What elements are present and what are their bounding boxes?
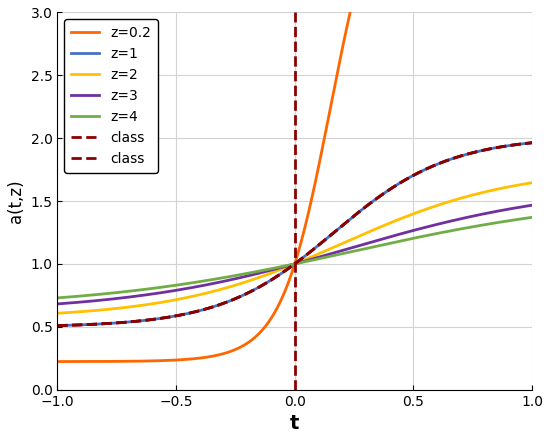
class: [515, 142, 521, 147]
class: [272, 275, 279, 280]
z=2: [515, 183, 521, 188]
z=1: [78, 322, 85, 327]
class: [272, 275, 279, 280]
z=1: [428, 164, 435, 169]
z=1: [515, 142, 521, 147]
z=3: [529, 202, 535, 208]
class: [515, 142, 521, 147]
z=1: [529, 140, 535, 145]
z=2: [272, 269, 279, 274]
class: [78, 322, 85, 327]
class: [428, 164, 435, 169]
z=0.2: [78, 359, 85, 364]
z=2: [529, 180, 535, 185]
class: [285, 266, 292, 271]
z=0.2: [285, 280, 292, 286]
z=3: [285, 263, 292, 268]
z=0.2: [272, 308, 279, 313]
z=3: [272, 266, 279, 271]
z=3: [428, 223, 435, 228]
z=1: [285, 266, 292, 271]
Line: z=2: z=2: [57, 183, 532, 313]
z=3: [515, 205, 521, 210]
z=4: [515, 217, 521, 222]
class: [78, 322, 85, 327]
class: [285, 266, 292, 271]
z=4: [515, 216, 521, 222]
Legend: z=0.2, z=1, z=2, z=3, z=4, class, class: z=0.2, z=1, z=2, z=3, z=4, class, class: [64, 19, 158, 173]
Y-axis label: a(t,z): a(t,z): [7, 179, 25, 223]
z=4: [428, 232, 435, 237]
class: [428, 164, 435, 169]
z=1: [515, 142, 521, 147]
z=1: [54, 323, 60, 328]
z=2: [515, 183, 521, 188]
Line: z=4: z=4: [57, 217, 532, 298]
z=4: [54, 295, 60, 301]
z=2: [78, 309, 85, 314]
z=2: [428, 205, 435, 210]
class: [54, 323, 60, 328]
z=3: [54, 301, 60, 307]
z=2: [285, 264, 292, 269]
z=1: [272, 275, 279, 280]
z=4: [272, 265, 279, 271]
Line: z=3: z=3: [57, 205, 532, 304]
Line: class: class: [57, 143, 532, 326]
z=2: [54, 311, 60, 316]
class: [529, 140, 535, 145]
X-axis label: t: t: [290, 414, 299, 433]
z=3: [78, 299, 85, 304]
class: [515, 142, 521, 147]
Line: z=0.2: z=0.2: [57, 0, 532, 362]
class: [515, 142, 521, 147]
z=0.2: [54, 359, 60, 364]
z=4: [285, 263, 292, 268]
Line: class: class: [57, 143, 532, 326]
z=4: [78, 293, 85, 299]
class: [529, 140, 535, 145]
z=3: [515, 205, 521, 210]
z=4: [529, 215, 535, 220]
class: [54, 323, 60, 328]
Line: z=1: z=1: [57, 143, 532, 326]
